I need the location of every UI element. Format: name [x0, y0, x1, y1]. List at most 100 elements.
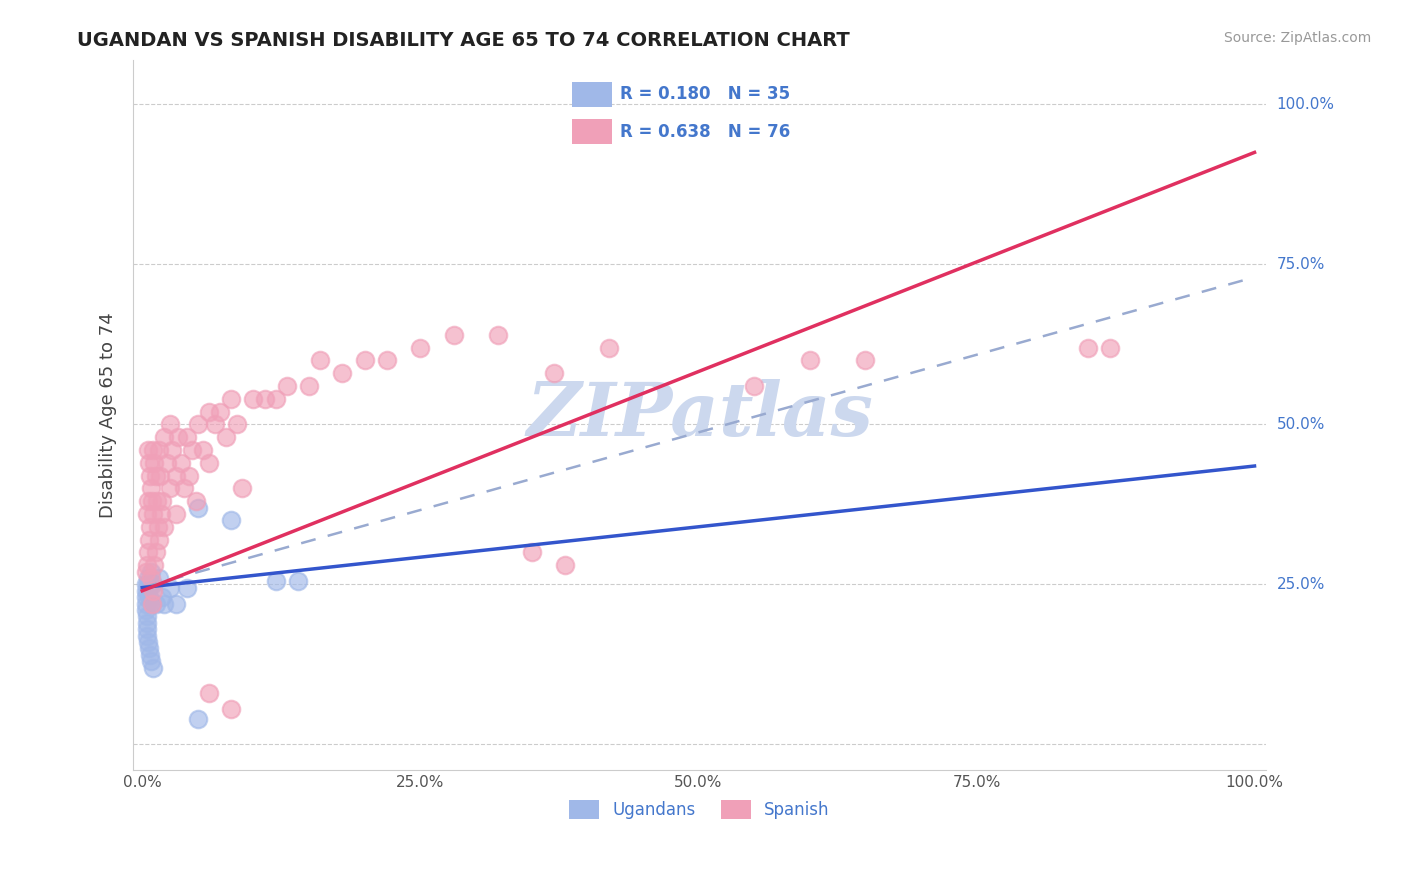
Point — [145, 494, 167, 508]
Point — [139, 468, 162, 483]
Point — [198, 686, 221, 700]
Point — [853, 353, 876, 368]
Point — [159, 417, 181, 432]
Point — [135, 577, 157, 591]
Point — [242, 392, 264, 406]
Point — [148, 533, 170, 547]
Point — [409, 341, 432, 355]
Point — [554, 558, 576, 573]
Y-axis label: Disability Age 65 to 74: Disability Age 65 to 74 — [100, 312, 117, 517]
Point — [135, 597, 157, 611]
Point — [141, 597, 163, 611]
Point — [136, 545, 159, 559]
Point — [353, 353, 375, 368]
Point — [1077, 341, 1099, 355]
Point — [219, 513, 242, 527]
Point — [276, 379, 298, 393]
Point — [136, 442, 159, 457]
Point — [143, 456, 166, 470]
Point — [150, 507, 173, 521]
Point — [150, 591, 173, 605]
Point — [332, 366, 354, 380]
Point — [135, 629, 157, 643]
Point — [139, 648, 162, 662]
Point — [142, 442, 165, 457]
Point — [231, 482, 253, 496]
Point — [187, 712, 209, 726]
Point — [287, 574, 309, 589]
Point — [139, 577, 162, 591]
Point — [145, 545, 167, 559]
Point — [135, 609, 157, 624]
Point — [136, 494, 159, 508]
Point — [138, 456, 160, 470]
Text: 50.0%: 50.0% — [1277, 417, 1324, 432]
Point — [143, 558, 166, 573]
Point — [375, 353, 398, 368]
Point — [170, 456, 193, 470]
Point — [139, 571, 162, 585]
Point — [148, 571, 170, 585]
Point — [139, 482, 162, 496]
Point — [142, 507, 165, 521]
Point — [214, 430, 236, 444]
Point — [135, 591, 157, 605]
Point — [799, 353, 821, 368]
Point — [187, 417, 209, 432]
Point — [198, 456, 221, 470]
Point — [253, 392, 276, 406]
Point — [139, 565, 162, 579]
Point — [264, 392, 287, 406]
Point — [135, 565, 157, 579]
Point — [219, 392, 242, 406]
Point — [142, 577, 165, 591]
Point — [173, 482, 195, 496]
Point — [165, 507, 187, 521]
Point — [298, 379, 321, 393]
Point — [138, 591, 160, 605]
Point — [204, 417, 226, 432]
Point — [139, 520, 162, 534]
Point — [149, 468, 172, 483]
Point — [142, 660, 165, 674]
Point — [148, 442, 170, 457]
Text: ZIPatlas: ZIPatlas — [526, 378, 873, 451]
Point — [209, 404, 232, 418]
Point — [153, 597, 176, 611]
Point — [193, 442, 215, 457]
Text: Source: ZipAtlas.com: Source: ZipAtlas.com — [1223, 31, 1371, 45]
Point — [135, 583, 157, 598]
Point — [162, 442, 184, 457]
Point — [176, 430, 198, 444]
Point — [136, 635, 159, 649]
Point — [159, 482, 181, 496]
Point — [156, 456, 179, 470]
Point — [219, 702, 242, 716]
Point — [142, 583, 165, 598]
Text: 25.0%: 25.0% — [1277, 577, 1324, 592]
Point — [177, 468, 200, 483]
Point — [150, 494, 173, 508]
Point — [136, 583, 159, 598]
Point — [136, 571, 159, 585]
Text: UGANDAN VS SPANISH DISABILITY AGE 65 TO 74 CORRELATION CHART: UGANDAN VS SPANISH DISABILITY AGE 65 TO … — [77, 31, 851, 50]
Point — [139, 654, 162, 668]
Point — [135, 558, 157, 573]
Point — [176, 581, 198, 595]
Text: 100.0%: 100.0% — [1277, 97, 1334, 112]
Point — [742, 379, 765, 393]
Point — [138, 577, 160, 591]
Point — [141, 494, 163, 508]
Point — [135, 603, 157, 617]
Point — [135, 507, 157, 521]
Point — [141, 597, 163, 611]
Point — [598, 341, 620, 355]
Point — [138, 641, 160, 656]
Point — [443, 327, 465, 342]
Point — [198, 404, 221, 418]
Point — [166, 430, 188, 444]
Point — [543, 366, 565, 380]
Point — [181, 442, 204, 457]
Text: 75.0%: 75.0% — [1277, 257, 1324, 272]
Point — [138, 533, 160, 547]
